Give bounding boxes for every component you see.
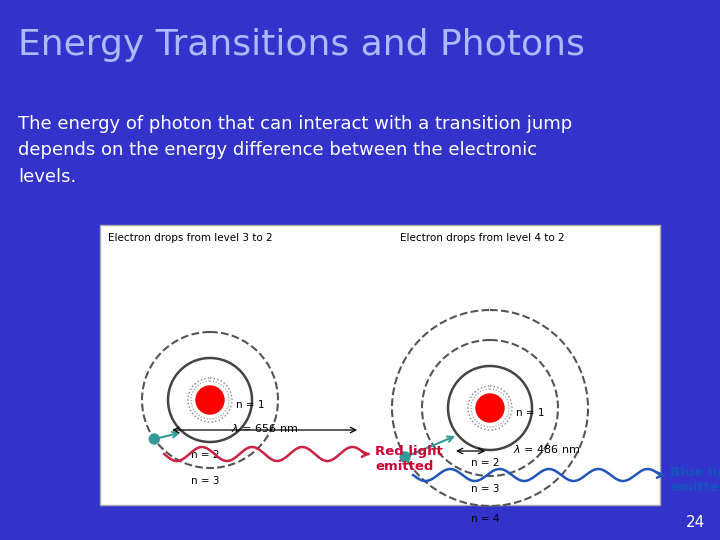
Text: The energy of photon that can interact with a transition jump
depends on the ene: The energy of photon that can interact w… (18, 115, 572, 186)
Text: n = 3: n = 3 (471, 484, 499, 494)
FancyBboxPatch shape (100, 225, 660, 505)
Text: n = 1: n = 1 (516, 408, 544, 418)
Circle shape (149, 434, 159, 444)
Text: n = 3: n = 3 (191, 476, 220, 486)
Circle shape (196, 386, 224, 414)
Text: $\lambda$ = 656 nm: $\lambda$ = 656 nm (231, 422, 298, 434)
Circle shape (476, 394, 504, 422)
Text: n = 1: n = 1 (236, 400, 264, 410)
Text: $\lambda$ = 486 nm: $\lambda$ = 486 nm (513, 443, 580, 455)
Circle shape (400, 452, 410, 462)
Text: n = 2: n = 2 (471, 458, 499, 468)
Text: Energy Transitions and Photons: Energy Transitions and Photons (18, 28, 585, 62)
Text: n = 4: n = 4 (471, 514, 499, 524)
Text: n = 2: n = 2 (191, 450, 220, 460)
Text: Red light
emitted: Red light emitted (375, 445, 443, 473)
Text: Electron drops from level 4 to 2: Electron drops from level 4 to 2 (400, 233, 564, 243)
Text: Blue light
emitted: Blue light emitted (670, 466, 720, 494)
Text: Electron drops from level 3 to 2: Electron drops from level 3 to 2 (108, 233, 273, 243)
Text: 24: 24 (685, 515, 705, 530)
